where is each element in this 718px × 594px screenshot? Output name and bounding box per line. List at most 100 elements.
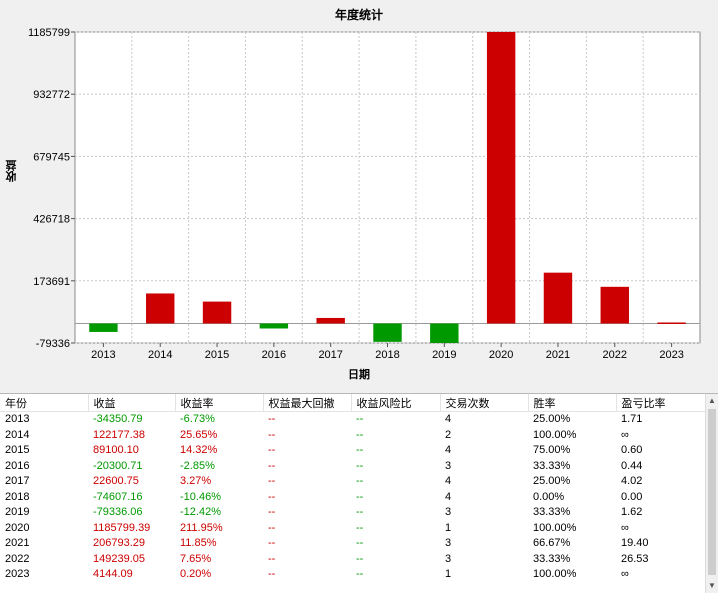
column-header[interactable]: 盈亏比率 — [616, 394, 707, 412]
table-cell-pl: 0.60 — [621, 444, 643, 457]
table-cell-dd: -- — [268, 552, 276, 565]
bar-2013 — [89, 323, 118, 332]
table-cell-win: 100.00% — [533, 568, 577, 581]
table-cell-risk: -- — [356, 521, 364, 534]
x-tick-label: 2015 — [205, 349, 229, 361]
table-cell-year: 2014 — [5, 428, 30, 441]
table-row[interactable]: 2014 122177.38 25.65% -- -- 2 100.00% ∞ — [0, 428, 706, 444]
table-row[interactable]: 2017 22600.75 3.27% -- -- 4 25.00% 4.02 — [0, 474, 706, 490]
table-row[interactable]: 2015 89100.10 14.32% -- -- 4 75.00% 0.60 — [0, 443, 706, 459]
table-cell-year: 2013 — [5, 413, 30, 426]
table-cell-rate: 0.20% — [180, 568, 212, 581]
column-header[interactable]: 收益风险比 — [351, 394, 441, 412]
bar-2022 — [600, 286, 629, 324]
table-cell-risk: -- — [356, 568, 364, 581]
table-row[interactable]: 2013 -34350.79 -6.73% -- -- 4 25.00% 1.71 — [0, 412, 706, 428]
x-axis-label: 日期 — [348, 369, 370, 381]
column-header[interactable]: 权益最大回撤 — [263, 394, 352, 412]
table-row[interactable]: 2023 4144.09 0.20% -- -- 1 100.00% ∞ — [0, 567, 706, 583]
table-cell-trades: 3 — [445, 552, 452, 565]
bar-2023 — [657, 322, 686, 324]
x-tick-label: 2014 — [148, 349, 172, 361]
table-cell-trades: 1 — [445, 521, 452, 534]
table-cell-risk: -- — [356, 428, 364, 441]
table-cell-profit: -20300.71 — [93, 459, 143, 472]
x-tick-label: 2018 — [375, 349, 399, 361]
table-row[interactable]: 2016 -20300.71 -2.85% -- -- 3 33.33% 0.44 — [0, 459, 706, 475]
table-cell-risk: -- — [356, 413, 364, 426]
table-cell-profit: 22600.75 — [93, 475, 139, 488]
column-header[interactable]: 胜率 — [528, 394, 617, 412]
table-cell-trades: 4 — [445, 413, 452, 426]
table-cell-risk: -- — [356, 459, 364, 472]
table-cell-win: 25.00% — [533, 475, 571, 488]
column-header[interactable]: 收益率 — [175, 394, 264, 412]
table-cell-profit: 4144.09 — [93, 568, 133, 581]
table-cell-rate: -10.46% — [180, 490, 221, 503]
table-cell-year: 2017 — [5, 475, 30, 488]
table-cell-trades: 4 — [445, 444, 452, 457]
table-cell-rate: 3.27% — [180, 475, 212, 488]
table-cell-pl: ∞ — [621, 428, 629, 441]
table-cell-year: 2018 — [5, 490, 30, 503]
table-row[interactable]: 2020 1185799.39 211.95% -- -- 1 100.00% ∞ — [0, 521, 706, 537]
table-cell-dd: -- — [268, 521, 276, 534]
scroll-up-arrow-icon[interactable]: ▲ — [708, 396, 716, 405]
table-row[interactable]: 2022 149239.05 7.65% -- -- 3 33.33% 26.53 — [0, 552, 706, 568]
table-cell-pl: 19.40 — [621, 537, 649, 550]
chart-title: 年度统计 — [334, 8, 383, 22]
table-cell-rate: -12.42% — [180, 506, 221, 519]
table-cell-year: 2016 — [5, 459, 30, 472]
table-cell-risk: -- — [356, 444, 364, 457]
scrollbar-thumb[interactable] — [708, 409, 716, 575]
table-cell-risk: -- — [356, 490, 364, 503]
table-cell-profit: -79336.06 — [93, 506, 143, 519]
y-tick-label: 1185799 — [28, 27, 70, 39]
table-cell-risk: -- — [356, 552, 364, 565]
bar-2019 — [430, 323, 459, 344]
x-tick-label: 2021 — [546, 349, 570, 361]
table-cell-win: 75.00% — [533, 444, 571, 457]
table-cell-dd: -- — [268, 537, 276, 550]
bar-2020 — [486, 31, 516, 324]
vertical-scrollbar[interactable]: ▲ ▼ — [705, 394, 718, 593]
table-cell-dd: -- — [268, 413, 276, 426]
table-cell-pl: 0.00 — [621, 490, 643, 503]
table-cell-win: 33.33% — [533, 459, 571, 472]
bar-2017 — [316, 317, 345, 324]
yearly-stats-table: 年份 收益 收益率 权益最大回撤 收益风险比 交易次数 胜率 盈亏比率 2013 -34350.… — [0, 394, 707, 583]
table-cell-trades: 2 — [445, 428, 452, 441]
table-cell-year: 2021 — [5, 537, 30, 550]
table-row[interactable]: 2018 -74607.16 -10.46% -- -- 4 0.00% 0.00 — [0, 490, 706, 506]
table-row[interactable]: 2021 206793.29 11.85% -- -- 3 66.67% 19.40 — [0, 536, 706, 552]
table-cell-win: 100.00% — [533, 428, 577, 441]
column-header[interactable]: 交易次数 — [440, 394, 529, 412]
table-cell-dd: -- — [268, 444, 276, 457]
table-cell-profit: 206793.29 — [93, 537, 145, 550]
x-tick-label: 2022 — [603, 349, 627, 361]
x-tick-label: 2013 — [91, 349, 115, 361]
table-cell-pl: 1.62 — [621, 506, 643, 519]
table-cell-trades: 3 — [445, 506, 452, 519]
table-cell-profit: 122177.38 — [93, 428, 145, 441]
table-cell-trades: 3 — [445, 537, 452, 550]
y-tick-label: -79336 — [36, 338, 70, 350]
column-header[interactable]: 年份 — [0, 394, 89, 412]
bar-2018 — [373, 323, 402, 342]
y-tick-label: 426718 — [33, 214, 70, 226]
column-header[interactable]: 收益 — [88, 394, 176, 412]
x-tick-label: 2020 — [489, 349, 513, 361]
scroll-down-arrow-icon[interactable]: ▼ — [708, 581, 716, 590]
table-cell-profit: 89100.10 — [93, 444, 139, 457]
table-row[interactable]: 2019 -79336.06 -12.42% -- -- 3 33.33% 1.62 — [0, 505, 706, 521]
table-cell-trades: 4 — [445, 475, 452, 488]
table-cell-pl: ∞ — [621, 568, 629, 581]
bar-2014 — [146, 293, 175, 324]
table-cell-rate: -2.85% — [180, 459, 215, 472]
table-cell-rate: 11.85% — [180, 537, 217, 550]
table-cell-risk: -- — [356, 506, 364, 519]
table-cell-pl: ∞ — [621, 521, 629, 534]
table-cell-trades: 4 — [445, 490, 452, 503]
table-cell-year: 2023 — [5, 568, 30, 581]
table-cell-year: 2015 — [5, 444, 30, 457]
